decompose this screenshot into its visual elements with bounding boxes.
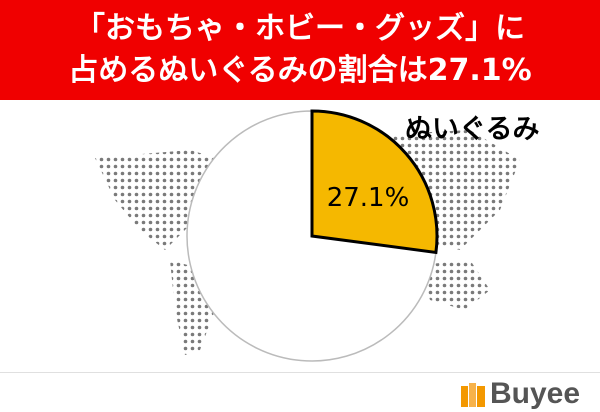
slice-value-label: 27.1%	[327, 183, 410, 213]
buyee-logo: Buyee	[460, 377, 580, 411]
divider	[0, 372, 600, 373]
pie-slice-0	[310, 109, 439, 255]
pie-chart: ぬいぐるみ 27.1%	[95, 109, 539, 362]
title-line-2: 占めるぬいぐるみの割合は27.1%	[68, 53, 532, 88]
logo-text: Buyee	[490, 377, 581, 410]
title-banner: 「おもちゃ・ホビー・グッズ」に 占めるぬいぐるみの割合は27.1%	[0, 0, 600, 100]
box-logo-icon	[461, 383, 485, 407]
title-line-1: 「おもちゃ・ホビー・グッズ」に	[75, 11, 525, 46]
slice-label-nuigurumi: ぬいぐるみ	[405, 114, 539, 145]
